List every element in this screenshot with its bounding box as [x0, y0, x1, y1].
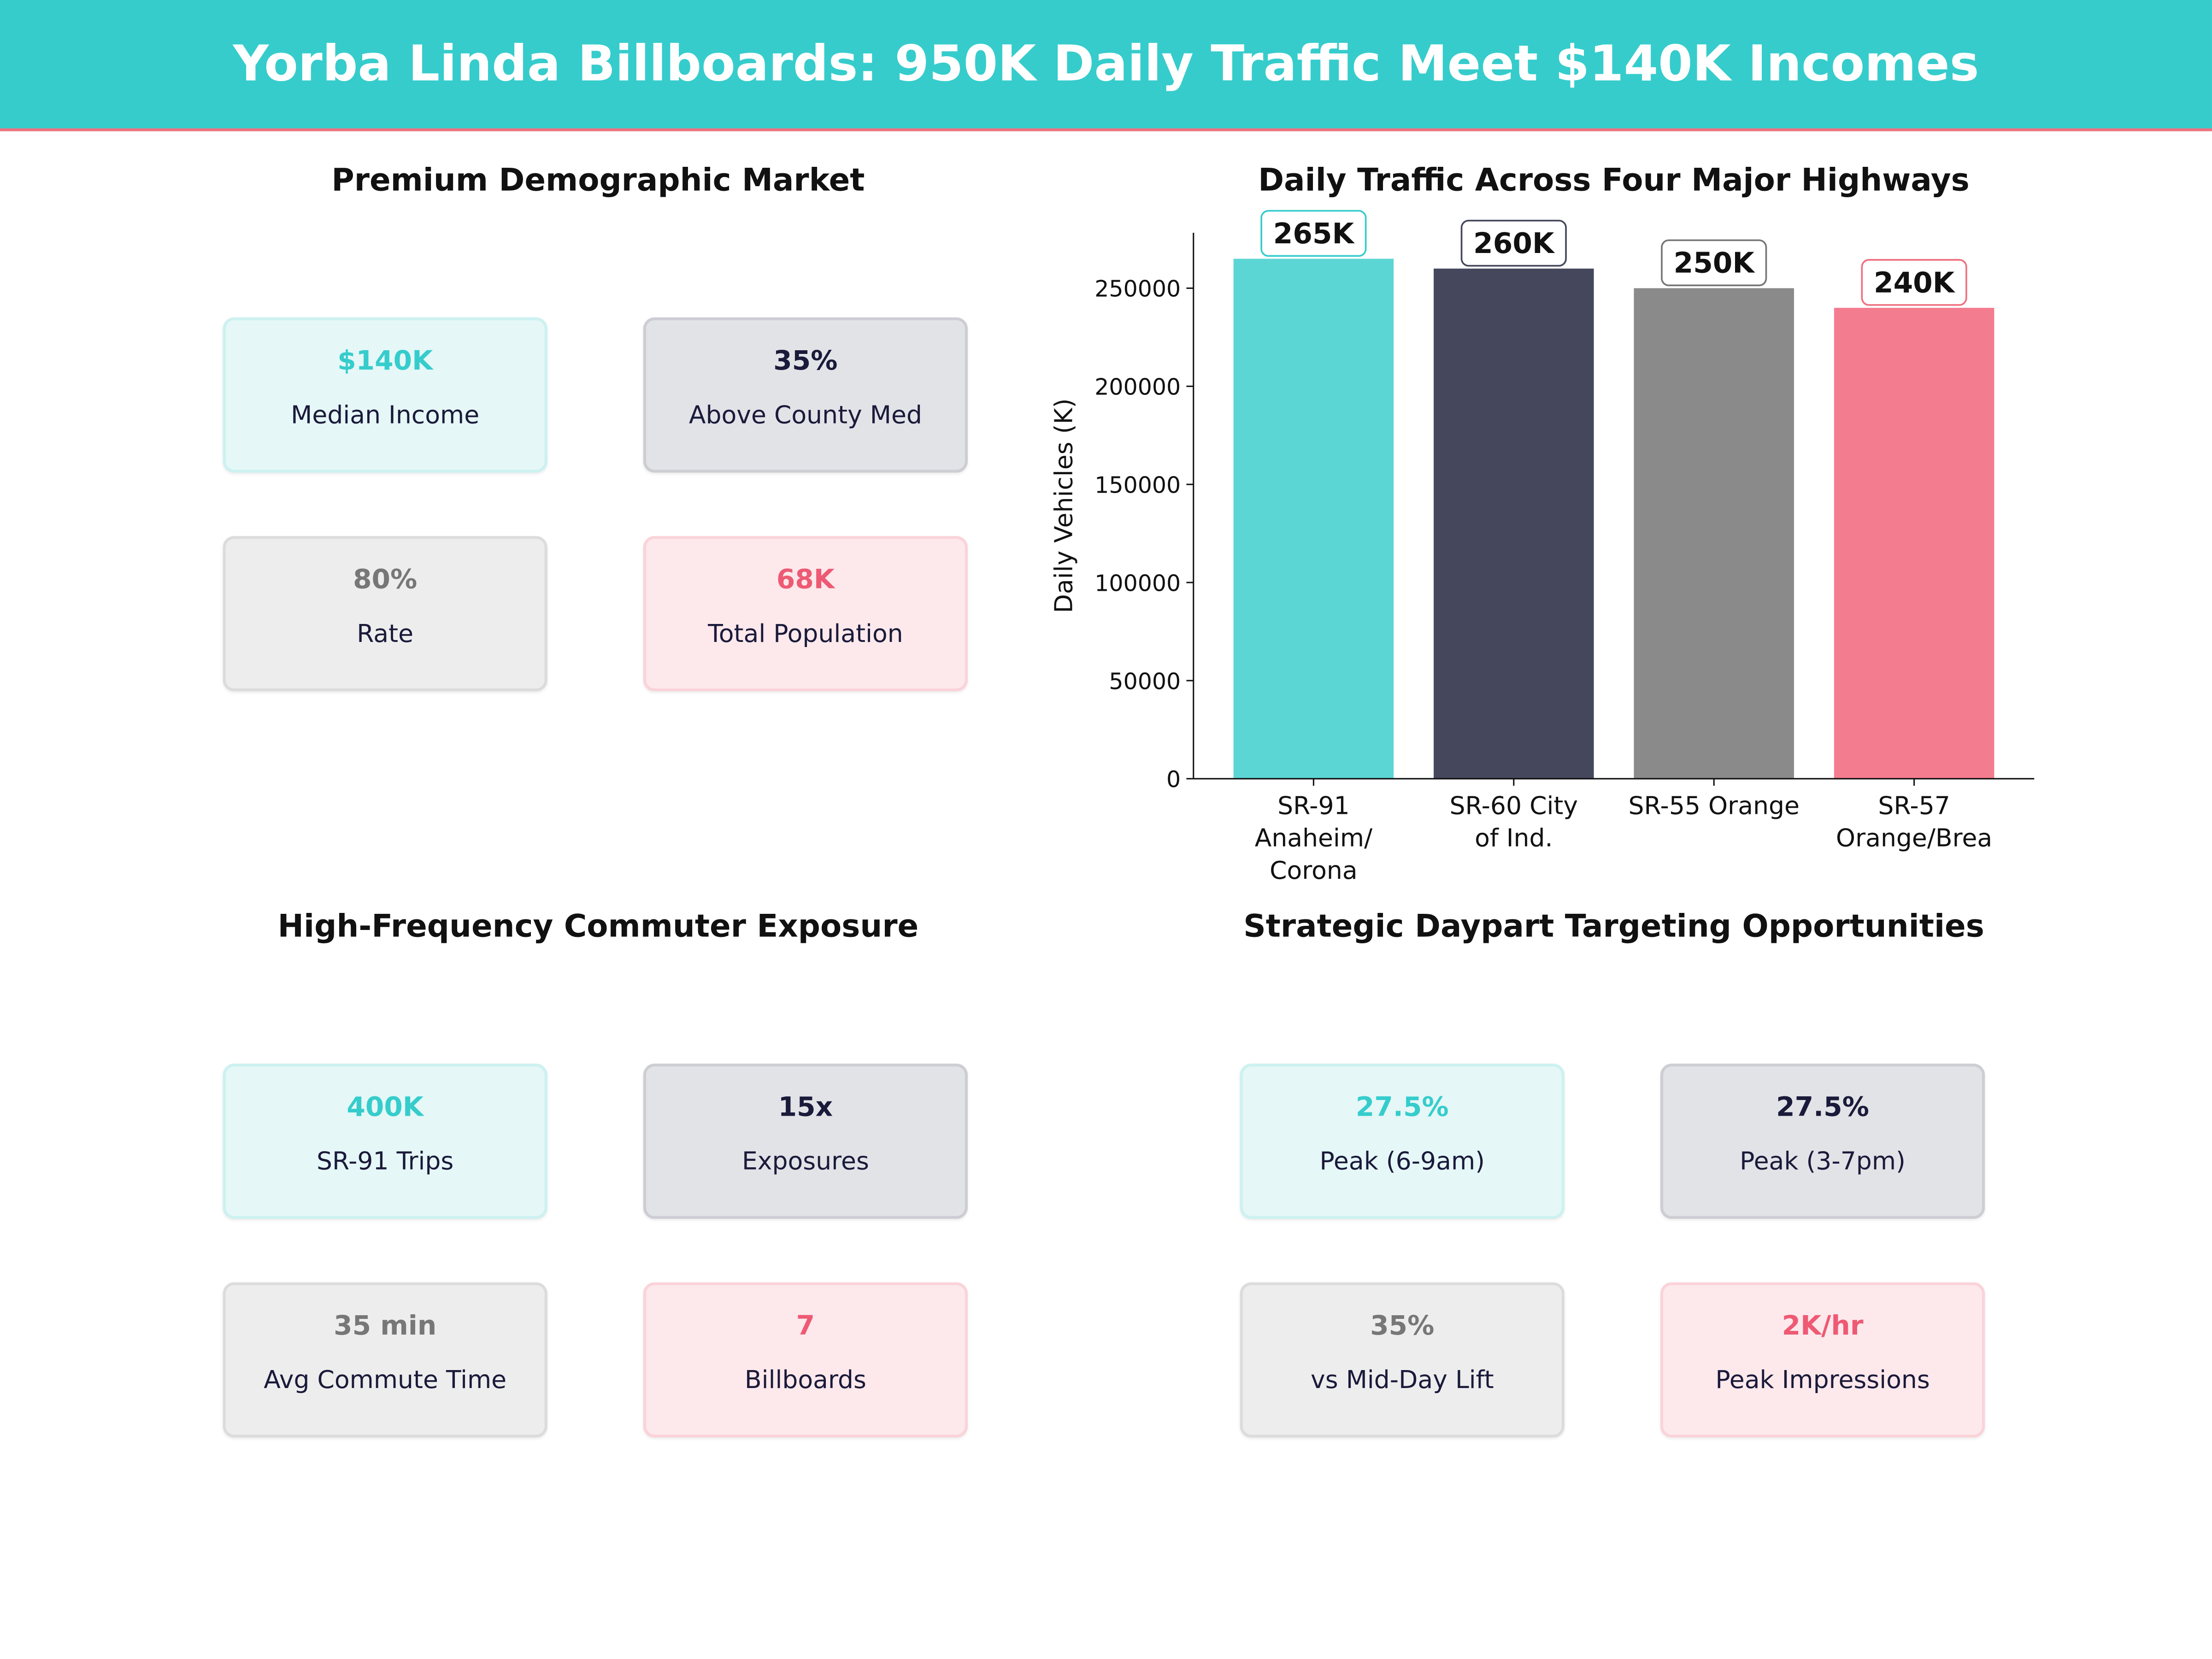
y-tick-label: 150000 [1094, 472, 1181, 499]
x-tick-label: of Ind. [1475, 824, 1553, 853]
y-tick-label: 250000 [1094, 276, 1181, 302]
panel-title-commuter: High-Frequency Commuter Exposure [277, 910, 919, 946]
data-label-box [1260, 210, 1367, 257]
y-tick-label: 200000 [1094, 374, 1181, 400]
metric-value: 2K/hr [1782, 1310, 1864, 1342]
metric-card: 2K/hr Peak Impressions [1660, 1282, 1985, 1438]
metric-card: 400K SR-91 Trips [223, 1064, 547, 1219]
metric-card: 7 Billboards [643, 1282, 968, 1438]
metric-value: 35% [1370, 1310, 1435, 1342]
metric-value: 35 min [334, 1310, 437, 1342]
metric-label: vs Mid-Day Lift [1311, 1367, 1494, 1395]
metric-label: Exposures [741, 1148, 869, 1177]
metric-label: Above County Med [688, 402, 923, 430]
data-label: 240K [1874, 266, 1956, 299]
y-tick-label: 50000 [1109, 668, 1181, 694]
bar [1434, 268, 1594, 779]
metric-card: 35% Above County Med [643, 317, 968, 473]
metric-card: 15x Exposures [643, 1064, 968, 1219]
data-label-box [1460, 219, 1567, 267]
metric-value: 27.5% [1776, 1092, 1869, 1123]
metric-value: $140K [337, 345, 433, 377]
x-tick-label: Orange/Brea [1836, 824, 1992, 853]
bar [1634, 288, 1794, 779]
metric-label: Peak (6-9am) [1319, 1148, 1485, 1177]
x-tick-label: SR-60 City [1450, 791, 1578, 820]
metric-value: 15x [778, 1092, 833, 1123]
data-label-box [1861, 259, 1967, 306]
metric-card: 68K Total Population [643, 536, 968, 691]
metric-label: Total Population [708, 620, 903, 649]
metric-card: $140K Median Income [223, 317, 547, 473]
chart-title: Daily Traffic Across Four Major Highways [1258, 164, 1970, 199]
metric-card: 27.5% Peak (6-9am) [1240, 1064, 1565, 1219]
metric-label: Peak (3-7pm) [1740, 1148, 1906, 1177]
metric-card: 27.5% Peak (3-7pm) [1660, 1064, 1985, 1219]
y-tick-label: 0 [1166, 766, 1181, 793]
data-label: 260K [1473, 227, 1555, 260]
metric-value: 80% [353, 564, 418, 595]
metric-label: Median Income [291, 402, 480, 430]
traffic-bar-chart: 265K SR-91 Anaheim/Corona 260K SR-60 City of … [1049, 210, 2035, 885]
metric-value: 7 [796, 1310, 815, 1342]
metric-label: Billboards [744, 1367, 866, 1395]
bar [1834, 307, 1994, 779]
metric-label: Rate [357, 620, 414, 649]
panel-title-demographics: Premium Demographic Market [331, 164, 865, 199]
x-tick-label: Corona [1270, 856, 1358, 885]
metric-card: 80% Rate [223, 536, 547, 691]
y-tick-label: 100000 [1094, 570, 1181, 596]
data-label: 265K [1273, 218, 1355, 250]
bar [1233, 259, 1394, 779]
metric-value: 68K [776, 564, 835, 595]
metric-card: 35 min Avg Commute Time [223, 1282, 547, 1438]
y-axis-label: Daily Vehicles (K) [1049, 398, 1078, 613]
x-tick-label: Anaheim/ [1255, 824, 1373, 853]
data-label: 250K [1674, 247, 1756, 280]
metric-value: 27.5% [1355, 1092, 1449, 1123]
header-banner: Yorba Linda Billboards: 950K Daily Traff… [0, 0, 2212, 131]
panel-title-daypart: Strategic Daypart Targeting Opportunitie… [1243, 910, 1984, 946]
x-tick-label: SR-57 [1878, 791, 1950, 820]
x-tick-label: SR-91 [1277, 791, 1350, 820]
metric-label: SR-91 Trips [317, 1148, 454, 1177]
metric-card: 35% vs Mid-Day Lift [1240, 1282, 1565, 1438]
metric-value: 400K [347, 1092, 424, 1123]
metric-label: Peak Impressions [1715, 1367, 1930, 1395]
data-label-box [1661, 239, 1767, 287]
metric-value: 35% [773, 345, 838, 377]
metric-label: Avg Commute Time [264, 1367, 507, 1395]
x-tick-label: SR-55 Orange [1628, 791, 1799, 820]
page-title: Yorba Linda Billboards: 950K Daily Traff… [233, 36, 1979, 93]
